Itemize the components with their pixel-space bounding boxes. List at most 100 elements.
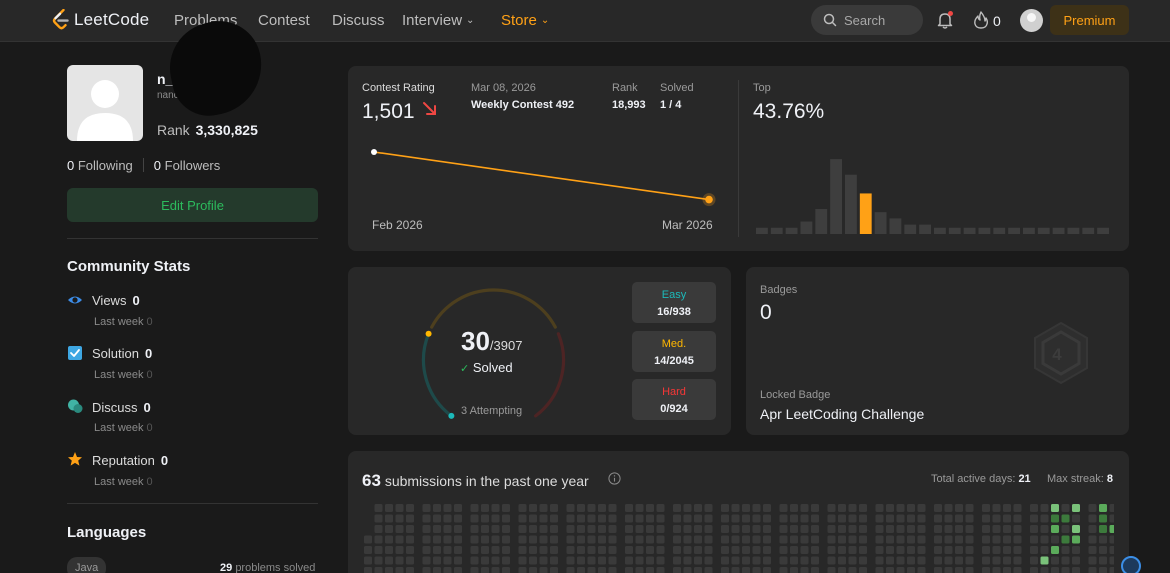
heatmap-cell[interactable] [443, 546, 452, 554]
heatmap-cell[interactable] [859, 567, 867, 573]
heatmap-cell[interactable] [982, 514, 990, 523]
heatmap-cell[interactable] [917, 525, 926, 533]
heatmap-cell[interactable] [965, 546, 974, 554]
heatmap-cell[interactable] [1099, 556, 1107, 565]
heatmap-cell[interactable] [491, 514, 500, 523]
heatmap-cell[interactable] [1051, 514, 1059, 523]
heatmap-cell[interactable] [1061, 546, 1070, 554]
following-link[interactable]: 0 Following [67, 158, 133, 173]
heatmap-cell[interactable] [917, 535, 926, 544]
heatmap-cell[interactable] [529, 567, 537, 573]
heatmap-cell[interactable] [443, 504, 452, 512]
heatmap-cell[interactable] [742, 514, 750, 523]
heatmap-cell[interactable] [752, 525, 761, 533]
heatmap-cell[interactable] [1061, 567, 1070, 573]
heatmap-cell[interactable] [481, 514, 489, 523]
heatmap-cell[interactable] [907, 525, 915, 533]
heatmap-cell[interactable] [566, 556, 575, 565]
heatmap-cell[interactable] [752, 504, 761, 512]
heatmap-cell[interactable] [875, 514, 884, 523]
heatmap-cell[interactable] [704, 514, 713, 523]
heatmap-cell[interactable] [982, 556, 990, 565]
heatmap-cell[interactable] [608, 525, 617, 533]
heatmap-cell[interactable] [374, 525, 383, 533]
heatmap-cell[interactable] [779, 535, 788, 544]
heatmap-cell[interactable] [944, 556, 953, 565]
heatmap-cell[interactable] [827, 504, 836, 512]
heatmap-cell[interactable] [704, 546, 713, 554]
histogram-bar[interactable] [1008, 227, 1020, 234]
heatmap-cell[interactable] [704, 567, 713, 573]
heatmap-cell[interactable] [608, 556, 617, 565]
heatmap-cell[interactable] [1061, 535, 1070, 544]
heatmap-cell[interactable] [848, 556, 857, 565]
heatmap-cell[interactable] [1099, 535, 1107, 544]
heatmap-cell[interactable] [529, 504, 537, 512]
heatmap-cell[interactable] [694, 535, 702, 544]
heatmap-cell[interactable] [779, 556, 788, 565]
heatmap-cell[interactable] [907, 535, 915, 544]
heatmap-cell[interactable] [502, 504, 510, 512]
heatmap-cell[interactable] [502, 535, 510, 544]
heatmap-cell[interactable] [673, 567, 681, 573]
heatmap-cell[interactable] [1030, 504, 1038, 512]
heatmap-cell[interactable] [566, 535, 575, 544]
heatmap-cell[interactable] [1003, 567, 1011, 573]
heatmap-cell[interactable] [742, 525, 750, 533]
heatmap-cell[interactable] [763, 567, 771, 573]
heatmap-cell[interactable] [1099, 567, 1107, 573]
heatmap-cell[interactable] [1099, 546, 1107, 554]
histogram-bar[interactable] [919, 224, 931, 234]
heatmap-cell[interactable] [763, 504, 771, 512]
histogram-bar[interactable] [934, 227, 946, 234]
heatmap-cell[interactable] [917, 567, 926, 573]
heatmap-cell[interactable] [502, 514, 510, 523]
heatmap-cell[interactable] [848, 567, 857, 573]
heatmap-cell[interactable] [1040, 567, 1049, 573]
heatmap-cell[interactable] [566, 546, 575, 554]
heatmap-cell[interactable] [577, 525, 585, 533]
heatmap-cell[interactable] [859, 514, 867, 523]
heatmap-cell[interactable] [742, 567, 750, 573]
heatmap-cell[interactable] [1013, 567, 1022, 573]
heatmap-cell[interactable] [1061, 504, 1070, 512]
heatmap-cell[interactable] [848, 514, 857, 523]
heatmap-cell[interactable] [992, 525, 1001, 533]
heatmap-cell[interactable] [907, 514, 915, 523]
heatmap-cell[interactable] [965, 567, 974, 573]
heatmap-cell[interactable] [800, 504, 809, 512]
heatmap-cell[interactable] [374, 556, 383, 565]
histogram-bar[interactable] [815, 209, 828, 234]
heatmap-cell[interactable] [886, 535, 894, 544]
heatmap-cell[interactable] [518, 535, 527, 544]
heatmap-cell[interactable] [965, 556, 974, 565]
heatmap-cell[interactable] [827, 546, 836, 554]
difficulty-medium[interactable]: Med. 14/2045 [632, 331, 716, 372]
heatmap-cell[interactable] [1030, 546, 1038, 554]
heatmap-cell[interactable] [694, 525, 702, 533]
heatmap-cell[interactable] [827, 535, 836, 544]
heatmap-cell[interactable] [838, 504, 846, 512]
heatmap-cell[interactable] [1040, 525, 1049, 533]
heatmap-cell[interactable] [683, 525, 692, 533]
heatmap-cell[interactable] [955, 535, 963, 544]
heatmap-cell[interactable] [433, 546, 441, 554]
heatmap-cell[interactable] [1013, 546, 1022, 554]
heatmap-cell[interactable] [704, 504, 713, 512]
heatmap-cell[interactable] [1109, 535, 1115, 544]
heatmap-cell[interactable] [539, 546, 548, 554]
heatmap-cell[interactable] [577, 514, 585, 523]
heatmap-cell[interactable] [1072, 546, 1080, 554]
heatmap-cell[interactable] [1099, 525, 1107, 533]
heatmap-cell[interactable] [731, 567, 740, 573]
heatmap-cell[interactable] [907, 546, 915, 554]
heatmap-cell[interactable] [800, 535, 809, 544]
heatmap-cell[interactable] [1051, 546, 1059, 554]
heatmap-cell[interactable] [406, 514, 414, 523]
heatmap-cell[interactable] [704, 525, 713, 533]
heatmap-cell[interactable] [673, 514, 681, 523]
heatmap-cell[interactable] [673, 525, 681, 533]
histogram-bar[interactable] [1023, 227, 1035, 234]
heatmap-cell[interactable] [742, 556, 750, 565]
heatmap-cell[interactable] [790, 535, 798, 544]
